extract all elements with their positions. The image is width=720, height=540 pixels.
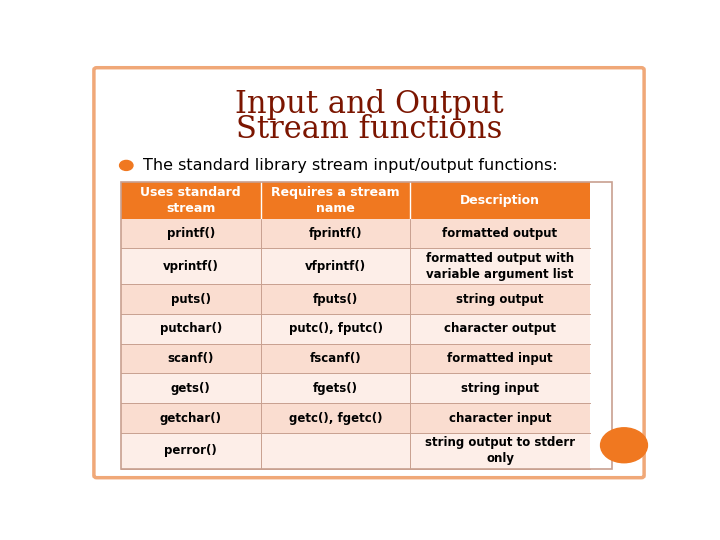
Text: perror(): perror() <box>164 444 217 457</box>
Bar <box>261 374 410 403</box>
Text: fprintf(): fprintf() <box>309 227 362 240</box>
FancyBboxPatch shape <box>94 68 644 478</box>
Text: formatted output with
variable argument list: formatted output with variable argument … <box>426 252 574 281</box>
Bar <box>121 314 261 344</box>
Bar <box>410 403 590 433</box>
Circle shape <box>600 428 647 463</box>
Bar <box>121 433 261 469</box>
Circle shape <box>120 160 133 171</box>
Text: vfprintf(): vfprintf() <box>305 260 366 273</box>
Text: character input: character input <box>449 411 552 424</box>
Text: character output: character output <box>444 322 556 335</box>
Text: Stream functions: Stream functions <box>236 114 502 145</box>
Text: Input and Output: Input and Output <box>235 89 503 120</box>
Bar <box>261 285 410 314</box>
Text: fputs(): fputs() <box>313 293 358 306</box>
Bar <box>121 219 261 248</box>
Text: fscanf(): fscanf() <box>310 352 361 365</box>
Text: getchar(): getchar() <box>160 411 222 424</box>
Bar <box>410 433 590 469</box>
Bar <box>121 403 261 433</box>
Bar <box>410 374 590 403</box>
Bar <box>261 344 410 374</box>
Bar <box>410 314 590 344</box>
Bar <box>261 182 410 219</box>
Text: formatted output: formatted output <box>443 227 557 240</box>
Text: fgets(): fgets() <box>313 382 358 395</box>
Text: string input: string input <box>461 382 539 395</box>
Bar <box>121 374 261 403</box>
Bar <box>121 182 261 219</box>
Bar <box>410 219 590 248</box>
Text: putchar(): putchar() <box>160 322 222 335</box>
Text: Uses standard
stream: Uses standard stream <box>140 186 241 215</box>
Bar <box>261 314 410 344</box>
Text: gets(): gets() <box>171 382 210 395</box>
Text: string output to stderr
only: string output to stderr only <box>425 436 575 465</box>
Text: string output: string output <box>456 293 544 306</box>
Bar <box>261 248 410 285</box>
Bar <box>410 285 590 314</box>
Text: vprintf(): vprintf() <box>163 260 219 273</box>
Bar <box>261 403 410 433</box>
Text: getc(), fgetc(): getc(), fgetc() <box>289 411 382 424</box>
Bar <box>121 248 261 285</box>
Text: putc(), fputc(): putc(), fputc() <box>289 322 382 335</box>
Bar <box>121 344 261 374</box>
Text: scanf(): scanf() <box>168 352 214 365</box>
Text: Requires a stream
name: Requires a stream name <box>271 186 400 215</box>
Text: printf(): printf() <box>166 227 215 240</box>
Bar <box>410 248 590 285</box>
Bar <box>261 219 410 248</box>
Bar <box>410 182 590 219</box>
Text: The standard library stream input/output functions:: The standard library stream input/output… <box>143 158 557 173</box>
Bar <box>261 433 410 469</box>
Bar <box>121 285 261 314</box>
Text: Description: Description <box>460 194 540 207</box>
Bar <box>410 344 590 374</box>
Text: formatted input: formatted input <box>447 352 553 365</box>
Bar <box>121 182 612 469</box>
Text: puts(): puts() <box>171 293 211 306</box>
